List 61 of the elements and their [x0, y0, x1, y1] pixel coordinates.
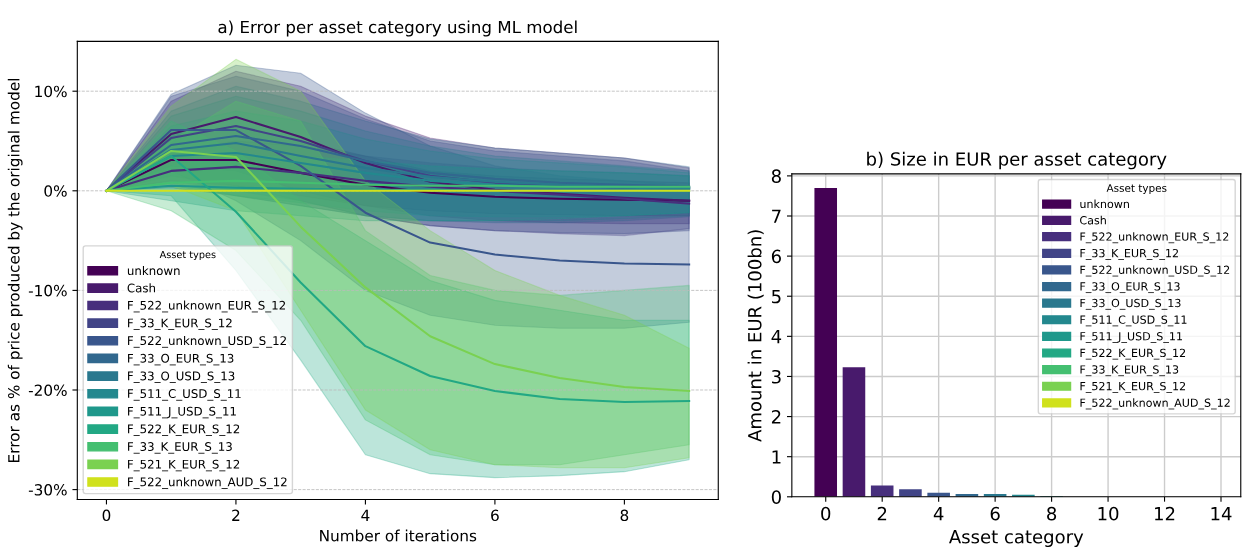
- legend-label: F_511_J_USD_S_11: [1080, 332, 1182, 343]
- y-tick-label: 2: [771, 410, 781, 424]
- x-tick-label: 4: [933, 507, 944, 521]
- y-tick-label: 5: [772, 289, 781, 304]
- x-tick-label: 8: [620, 509, 629, 522]
- legend-label: F_522_unknown_EUR_S_12: [1080, 232, 1229, 244]
- legend-label: F_511_C_USD_S_11: [1080, 315, 1187, 327]
- y-tick-label: 1: [772, 450, 781, 464]
- legend-label: F_522_unknown_USD_S_12: [128, 335, 286, 348]
- x-tick-label: 2: [232, 509, 240, 521]
- legend-label: F_33_K_EUR_S_13: [128, 442, 232, 454]
- legend-label: unknown: [127, 265, 180, 276]
- legend-title: Asset types: [1106, 184, 1167, 194]
- x-tick-label: 0: [102, 509, 111, 522]
- y-tick-label: 4: [771, 330, 782, 344]
- x-tick-label: 6: [491, 509, 499, 522]
- legend-label: Cash: [1080, 215, 1106, 225]
- y-tick-label: 7: [772, 209, 781, 223]
- x-tick-label: 14: [1211, 507, 1232, 521]
- x-tick-label: 6: [990, 506, 1000, 521]
- x-axis-title: Number of iterations: [320, 529, 477, 542]
- y-tick-label: -30%: [28, 484, 67, 496]
- legend-label: F_522_unknown_EUR_S_12: [128, 300, 286, 313]
- legend-label: F_522_unknown_AUD_S_12: [128, 477, 287, 489]
- legend-label: F_33_K_EUR_S_13: [1080, 365, 1179, 377]
- legend-label: F_33_O_USD_S_13: [128, 371, 235, 383]
- x-axis-title: Asset category: [949, 530, 1084, 548]
- legend-label: F_521_K_EUR_S_12: [1080, 381, 1186, 393]
- legend-label: Cash: [127, 283, 156, 293]
- y-tick-label: 8: [771, 169, 781, 183]
- x-tick-label: 4: [361, 509, 370, 521]
- legend-label: F_33_K_EUR_S_12: [1080, 248, 1178, 260]
- y-tick-label: 3: [772, 369, 781, 384]
- y-tick-label: 10%: [35, 85, 67, 98]
- legend-label: F_522_unknown_USD_S_12: [1080, 265, 1230, 277]
- legend-label: F_33_O_EUR_S_13: [128, 353, 234, 366]
- legend-label: F_521_K_EUR_S_12: [128, 459, 240, 472]
- y-tick-label: 6: [771, 249, 781, 264]
- legend-label: unknown: [1080, 199, 1129, 209]
- chart-title: b) Size in EUR per asset category: [867, 151, 1167, 170]
- legend-label: F_33_O_USD_S_13: [1080, 298, 1181, 310]
- y-tick-label: -20%: [28, 384, 67, 397]
- legend-label: F_511_C_USD_S_11: [128, 389, 241, 401]
- legend-label: F_522_K_EUR_S_12: [1080, 348, 1186, 360]
- x-tick-label: 10: [1098, 506, 1119, 521]
- legend-label: F_511_J_USD_S_11: [128, 406, 236, 419]
- legend-title: Asset types: [159, 250, 216, 261]
- legend-label: F_33_K_EUR_S_12: [128, 318, 232, 331]
- legend-label: F_522_K_EUR_S_12: [128, 424, 240, 436]
- y-tick-label: -10%: [28, 284, 67, 297]
- y-axis-title: Amount in EUR (100bn): [747, 230, 764, 442]
- x-tick-label: 2: [877, 506, 887, 521]
- legend-label: F_522_unknown_AUD_S_12: [1080, 398, 1230, 410]
- y-tick-label: 0%: [44, 185, 67, 197]
- y-axis-title: Error as % of price produced by the original model: [7, 78, 23, 462]
- y-tick-label: 0: [771, 490, 781, 504]
- x-tick-label: 8: [1047, 506, 1057, 521]
- legend-label: F_33_O_EUR_S_13: [1080, 282, 1180, 294]
- x-tick-label: 0: [821, 506, 831, 521]
- x-tick-label: 12: [1155, 506, 1175, 521]
- chart-title: a) Error per asset category using ML model: [218, 20, 577, 37]
